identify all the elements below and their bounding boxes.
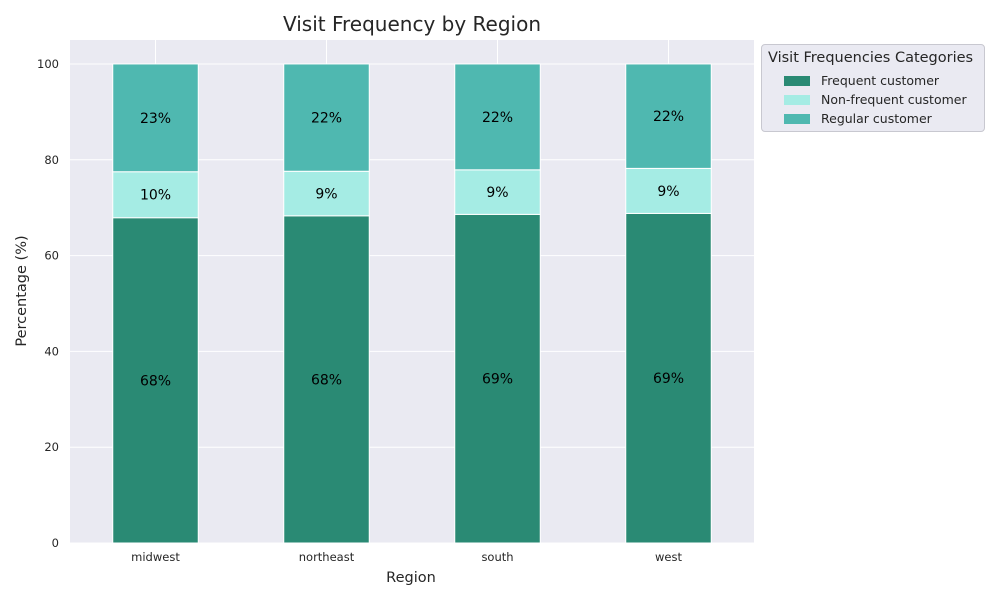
data-label-regular-northeast: 22% <box>311 111 342 127</box>
x-tick-label: midwest <box>131 550 180 564</box>
x-axis-label: Region <box>386 570 436 586</box>
bar-regular-northeast <box>283 63 370 172</box>
data-labels: 68% 10% 23% 68% 9% 22% 69% 9% 22% 69% 9% 22% <box>140 109 684 389</box>
bar-frequent-south <box>454 213 541 544</box>
bar-frequent-northeast <box>283 215 370 544</box>
bar-non-frequent-south <box>454 169 541 215</box>
y-tick-label: 60 <box>44 249 59 263</box>
data-label-regular-west: 22% <box>653 109 684 125</box>
data-label-non-frequent-south: 9% <box>486 185 508 201</box>
y-axis-label: Percentage (%) <box>14 235 30 346</box>
legend-swatch-non-frequent <box>784 95 810 105</box>
y-tick-label: 0 <box>52 536 59 550</box>
data-label-frequent-northeast: 68% <box>311 372 342 388</box>
data-label-frequent-west: 69% <box>653 371 684 387</box>
bar-frequent-midwest <box>112 217 199 544</box>
bar-regular-west <box>625 63 712 169</box>
bars <box>112 63 712 544</box>
legend-label-frequent: Frequent customer <box>821 73 940 88</box>
bar-frequent-west <box>625 212 712 544</box>
data-label-regular-midwest: 23% <box>140 111 171 127</box>
y-tick-label: 20 <box>44 440 59 454</box>
data-label-frequent-midwest: 68% <box>140 373 171 389</box>
legend: Visit Frequencies Categories Frequent cu… <box>761 44 985 132</box>
y-axis-ticks: 0 20 40 60 80 100 <box>37 57 59 550</box>
bar-non-frequent-northeast <box>283 170 370 217</box>
chart-title: Visit Frequency by Region <box>283 12 541 36</box>
x-axis-ticks: midwest northeast south west <box>131 550 682 564</box>
data-label-frequent-south: 69% <box>482 372 513 388</box>
legend-label-regular: Regular customer <box>821 111 932 126</box>
bar-non-frequent-midwest <box>112 171 199 219</box>
bar-regular-south <box>454 63 541 171</box>
data-label-regular-south: 22% <box>482 110 513 126</box>
y-tick-label: 100 <box>37 57 59 71</box>
data-label-non-frequent-west: 9% <box>657 184 679 200</box>
legend-title: Visit Frequencies Categories <box>768 50 974 66</box>
x-tick-label: northeast <box>299 550 355 564</box>
y-tick-label: 80 <box>44 153 59 167</box>
x-tick-label: west <box>655 550 682 564</box>
legend-label-non-frequent: Non-frequent customer <box>821 92 967 107</box>
legend-swatch-regular <box>784 114 810 124</box>
data-label-non-frequent-midwest: 10% <box>140 188 171 204</box>
data-label-non-frequent-northeast: 9% <box>315 187 337 203</box>
x-tick-label: south <box>481 550 513 564</box>
y-tick-label: 40 <box>44 344 59 358</box>
legend-swatch-frequent <box>784 76 810 86</box>
bar-regular-midwest <box>112 63 199 173</box>
